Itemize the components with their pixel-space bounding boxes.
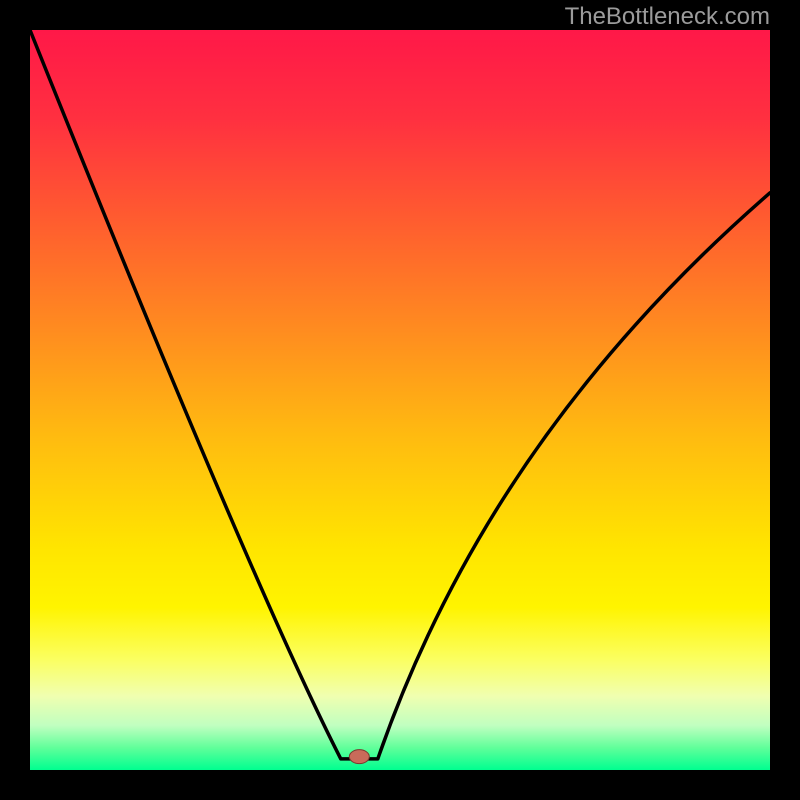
watermark-text: TheBottleneck.com	[565, 3, 770, 31]
plot-background	[30, 30, 770, 770]
stage: TheBottleneck.com	[0, 0, 800, 800]
minimum-marker	[349, 750, 369, 764]
chart-svg	[0, 0, 800, 800]
